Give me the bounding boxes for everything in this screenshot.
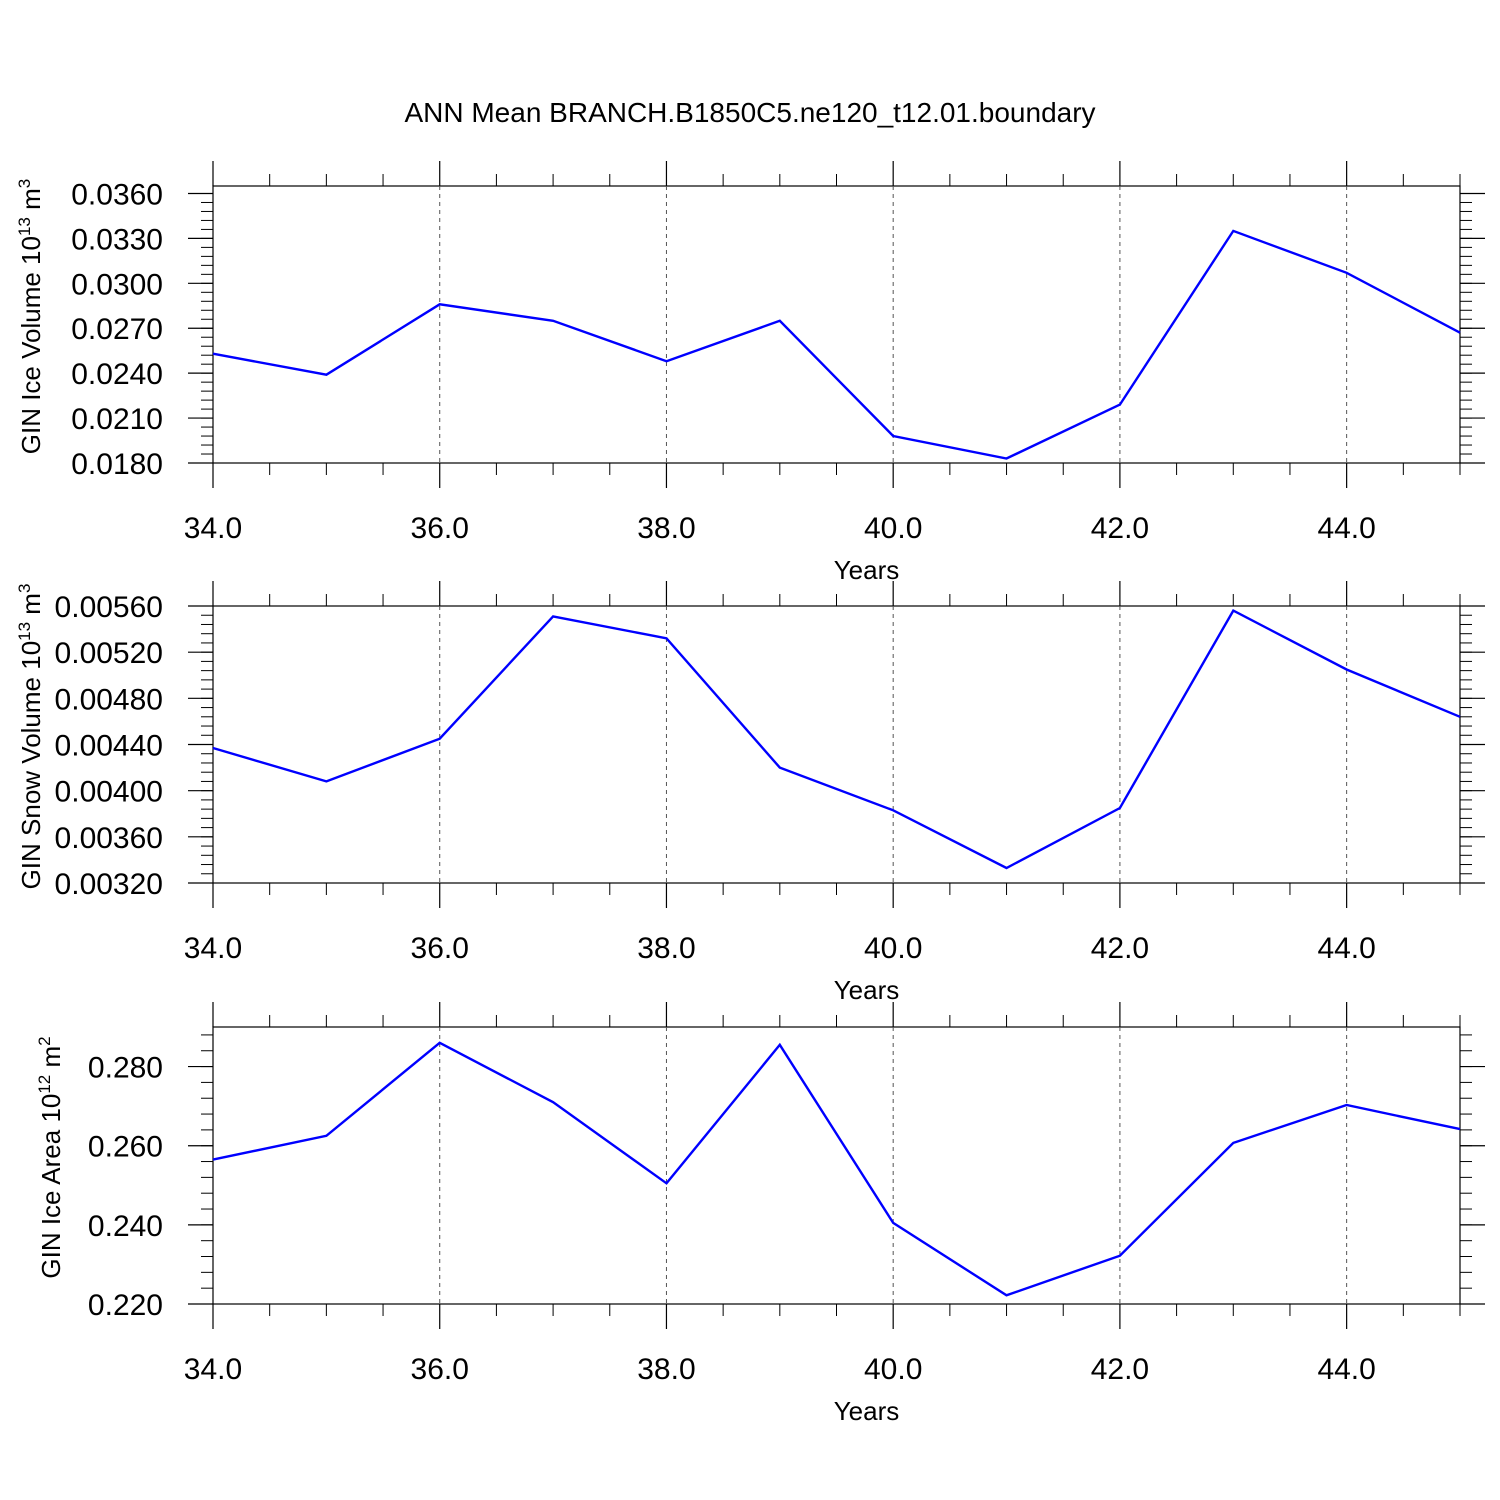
series-line bbox=[212, 609, 1461, 870]
x-tick-label: 44.0 bbox=[1317, 1353, 1375, 1386]
x-tick-label: 34.0 bbox=[184, 512, 242, 545]
y-tick-label: 0.00480 bbox=[55, 683, 163, 716]
x-tick-label: 36.0 bbox=[411, 1353, 469, 1386]
x-axis-label: Years bbox=[834, 975, 900, 1005]
y-tick-label: 0.00560 bbox=[55, 591, 163, 624]
panel-2: 34.0 36.0 38.0 40.0 42.0 44.0 0.00320 0.00360 0.… bbox=[15, 581, 1485, 1005]
y-axis-label: GIN Snow Volume 1013 m3 bbox=[15, 584, 46, 890]
y-tick-label: 0.00360 bbox=[55, 822, 163, 855]
x-tick-label: 38.0 bbox=[637, 1353, 695, 1386]
x-tick-label: 38.0 bbox=[637, 512, 695, 545]
y-tick-label: 0.260 bbox=[88, 1131, 163, 1164]
y-tick-label: 0.0180 bbox=[71, 448, 163, 481]
y-tick-label: 0.00320 bbox=[55, 868, 163, 901]
y-axis-label: GIN Ice Area 1012 m2 bbox=[35, 1036, 66, 1278]
x-tick-label: 40.0 bbox=[864, 932, 922, 965]
y-tick-label: 0.0210 bbox=[71, 403, 163, 436]
plot-frame bbox=[212, 1026, 1461, 1305]
x-tick-label: 44.0 bbox=[1317, 512, 1375, 545]
y-tick-label: 0.0300 bbox=[71, 268, 163, 301]
plot-frame bbox=[212, 185, 1461, 464]
series-line bbox=[212, 229, 1461, 460]
x-tick-label: 42.0 bbox=[1091, 932, 1149, 965]
y-axis-label: GIN Ice Volume 1013 m3 bbox=[15, 179, 46, 455]
y-tick-label: 0.220 bbox=[88, 1289, 163, 1322]
series-line bbox=[212, 1041, 1461, 1297]
x-tick-label: 40.0 bbox=[864, 1353, 922, 1386]
x-tick-label: 34.0 bbox=[184, 932, 242, 965]
chart-title: ANN Mean BRANCH.B1850C5.ne120_t12.01.bou… bbox=[404, 97, 1095, 128]
x-tick-label: 38.0 bbox=[637, 932, 695, 965]
y-tick-label: 0.0270 bbox=[71, 313, 163, 346]
x-tick-label: 36.0 bbox=[411, 512, 469, 545]
y-tick-label: 0.00520 bbox=[55, 637, 163, 670]
x-tick-label: 36.0 bbox=[411, 932, 469, 965]
y-tick-label: 0.0330 bbox=[71, 223, 163, 256]
panel-3: 34.0 36.0 38.0 40.0 42.0 44.0 0.220 0.240 0.260 0… bbox=[35, 1002, 1485, 1426]
panel-1: 34.0 36.0 38.0 40.0 42.0 44.0 0.0180 0.0210 0.02… bbox=[15, 161, 1485, 585]
y-tick-label: 0.280 bbox=[88, 1052, 163, 1085]
x-axis-label: Years bbox=[834, 1396, 900, 1426]
y-tick-label: 0.00400 bbox=[55, 776, 163, 809]
x-axis-label: Years bbox=[834, 555, 900, 585]
y-tick-label: 0.00440 bbox=[55, 730, 163, 763]
x-tick-label: 40.0 bbox=[864, 512, 922, 545]
y-tick-label: 0.0240 bbox=[71, 358, 163, 391]
x-tick-label: 34.0 bbox=[184, 1353, 242, 1386]
plot-frame bbox=[212, 605, 1461, 884]
x-tick-label: 42.0 bbox=[1091, 1353, 1149, 1386]
x-tick-label: 42.0 bbox=[1091, 512, 1149, 545]
y-tick-label: 0.0360 bbox=[71, 178, 163, 211]
x-tick-label: 44.0 bbox=[1317, 932, 1375, 965]
y-tick-label: 0.240 bbox=[88, 1210, 163, 1243]
